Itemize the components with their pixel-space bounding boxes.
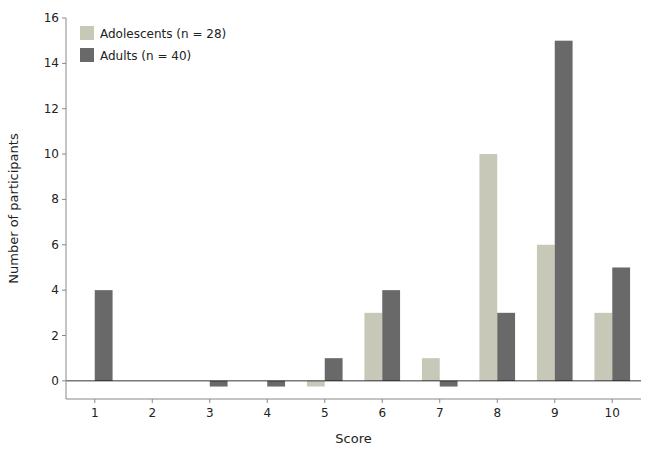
y-axis-line bbox=[66, 18, 67, 399]
y-tick-label: 4 bbox=[51, 283, 59, 297]
legend-label: Adults (n = 40) bbox=[100, 49, 191, 63]
x-tick bbox=[612, 399, 613, 403]
y-tick-label: 6 bbox=[51, 238, 59, 252]
x-tick-label: 9 bbox=[551, 406, 559, 420]
bar bbox=[267, 381, 285, 387]
bar bbox=[422, 358, 440, 381]
x-tick-label: 2 bbox=[148, 406, 156, 420]
y-tick-label: 12 bbox=[44, 102, 59, 116]
x-tick bbox=[209, 399, 210, 403]
x-tick bbox=[94, 399, 95, 403]
bar bbox=[364, 313, 382, 381]
y-tick-label: 14 bbox=[44, 56, 59, 70]
x-tick-label: 3 bbox=[206, 406, 214, 420]
bar bbox=[612, 267, 630, 380]
x-tick-label: 6 bbox=[378, 406, 386, 420]
chart-svg: 024681012141612345678910ScoreNumber of p… bbox=[0, 0, 657, 455]
y-tick bbox=[62, 63, 66, 64]
bar bbox=[594, 313, 612, 381]
y-tick bbox=[62, 18, 66, 19]
x-tick-label: 10 bbox=[605, 406, 620, 420]
y-tick bbox=[62, 199, 66, 200]
x-tick bbox=[267, 399, 268, 403]
legend-swatch bbox=[80, 48, 94, 62]
bar bbox=[325, 358, 343, 381]
legend-label: Adolescents (n = 28) bbox=[100, 27, 226, 41]
bar bbox=[497, 313, 515, 381]
x-tick-label: 1 bbox=[91, 406, 99, 420]
x-tick bbox=[439, 399, 440, 403]
x-tick-label: 4 bbox=[263, 406, 271, 420]
y-tick bbox=[62, 380, 66, 381]
bar bbox=[95, 290, 113, 381]
y-tick bbox=[62, 154, 66, 155]
y-tick-label: 0 bbox=[51, 374, 59, 388]
x-tick bbox=[554, 399, 555, 403]
x-tick bbox=[324, 399, 325, 403]
zero-line bbox=[66, 380, 641, 381]
y-tick-label: 10 bbox=[44, 147, 59, 161]
legend-swatch bbox=[80, 26, 94, 40]
x-tick bbox=[382, 399, 383, 403]
bar bbox=[555, 41, 573, 381]
x-axis-label: Score bbox=[335, 431, 371, 446]
bar bbox=[382, 290, 400, 381]
y-tick bbox=[62, 108, 66, 109]
y-axis-label: Number of participants bbox=[6, 133, 21, 284]
y-tick bbox=[62, 244, 66, 245]
bar bbox=[210, 381, 228, 387]
legend: Adolescents (n = 28) Adults (n = 40) bbox=[80, 26, 226, 63]
bars bbox=[95, 41, 630, 387]
bar bbox=[307, 381, 325, 387]
x-tick-label: 7 bbox=[436, 406, 444, 420]
x-tick bbox=[497, 399, 498, 403]
chart-container: 024681012141612345678910ScoreNumber of p… bbox=[0, 0, 657, 455]
x-tick-label: 5 bbox=[321, 406, 329, 420]
bar bbox=[537, 245, 555, 381]
bar bbox=[440, 381, 458, 387]
y-tick bbox=[62, 290, 66, 291]
y-tick-label: 8 bbox=[51, 192, 59, 206]
x-tick bbox=[152, 399, 153, 403]
bar bbox=[479, 154, 497, 381]
y-tick bbox=[62, 335, 66, 336]
x-tick-label: 8 bbox=[493, 406, 501, 420]
y-tick-label: 2 bbox=[51, 329, 59, 343]
y-tick-label: 16 bbox=[44, 11, 59, 25]
